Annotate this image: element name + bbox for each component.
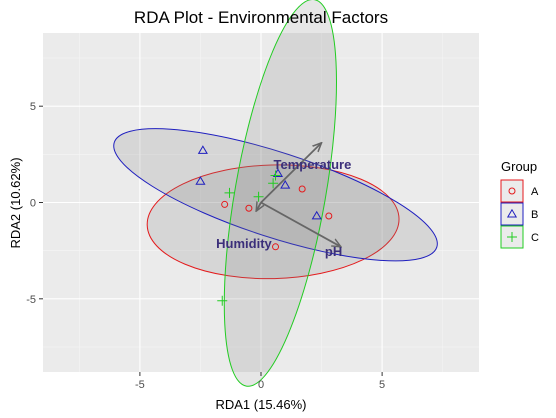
point-c-4 — [270, 170, 281, 181]
y-axis-title: RDA2 (10.62%) — [8, 157, 23, 248]
y-tick-label: -5 — [26, 294, 36, 306]
legend-label-b: B — [531, 209, 538, 221]
legend-marker-a — [508, 187, 516, 195]
arrow-label-temperature: Temperature — [274, 157, 352, 172]
point-c-3 — [268, 178, 279, 189]
ellipse-group-c — [223, 0, 337, 387]
point-a-3 — [272, 243, 280, 251]
legend-label-c: C — [531, 232, 539, 244]
y-tick-label: 5 — [30, 101, 36, 113]
arrow-ph — [260, 201, 341, 247]
arrow-label-humidity: Humidity — [216, 236, 272, 251]
point-c-2 — [253, 191, 264, 202]
chart-title: RDA Plot - Environmental Factors — [134, 8, 388, 27]
legend-title: Group — [501, 159, 537, 174]
point-b-2 — [195, 176, 206, 185]
arrow-temperature — [260, 143, 322, 204]
arrow-humidity — [256, 203, 261, 212]
data-points — [195, 145, 333, 306]
y-tick-label: 0 — [30, 198, 36, 210]
group-ellipses — [113, 0, 438, 387]
point-c-1 — [224, 187, 235, 198]
point-a-5 — [325, 212, 333, 220]
point-b-1 — [197, 145, 208, 154]
ellipse-group-a — [146, 164, 400, 280]
point-a-4 — [298, 185, 306, 193]
point-a-1 — [221, 200, 229, 208]
arrow-label-ph: pH — [325, 244, 342, 259]
ellipse-group-b — [113, 128, 438, 262]
axis-ticks: -5 0 5 -5 0 5 — [26, 101, 385, 391]
x-tick-label: 5 — [379, 379, 385, 391]
point-a-2 — [245, 204, 253, 212]
legend: Group ABC — [500, 159, 539, 249]
legend-key-a — [500, 179, 524, 203]
x-axis-title: RDA1 (15.46%) — [215, 397, 306, 412]
point-c-5 — [217, 295, 228, 306]
legend-marker-c — [507, 232, 517, 242]
legend-marker-b — [506, 208, 518, 218]
x-tick-label: -5 — [135, 379, 145, 391]
point-b-4 — [280, 179, 291, 189]
point-b-5 — [311, 210, 322, 220]
legend-label-a: A — [531, 186, 539, 198]
legend-key-b — [500, 202, 524, 226]
environmental-arrows: Temperature pH Humidity — [216, 143, 351, 259]
x-tick-label: 0 — [258, 379, 264, 391]
